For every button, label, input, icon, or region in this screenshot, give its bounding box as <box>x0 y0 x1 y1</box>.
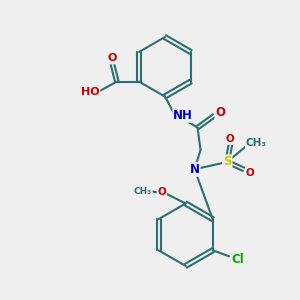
Text: O: O <box>226 134 235 144</box>
Text: Cl: Cl <box>232 253 244 266</box>
Text: S: S <box>223 155 232 168</box>
Text: CH₃: CH₃ <box>246 139 267 148</box>
Text: O: O <box>108 53 117 64</box>
Text: O: O <box>215 106 225 119</box>
Text: NH: NH <box>173 109 193 122</box>
Text: O: O <box>246 168 254 178</box>
Text: CH₃: CH₃ <box>134 187 152 196</box>
Text: N: N <box>190 163 200 176</box>
Text: HO: HO <box>81 87 99 97</box>
Text: O: O <box>158 187 166 196</box>
